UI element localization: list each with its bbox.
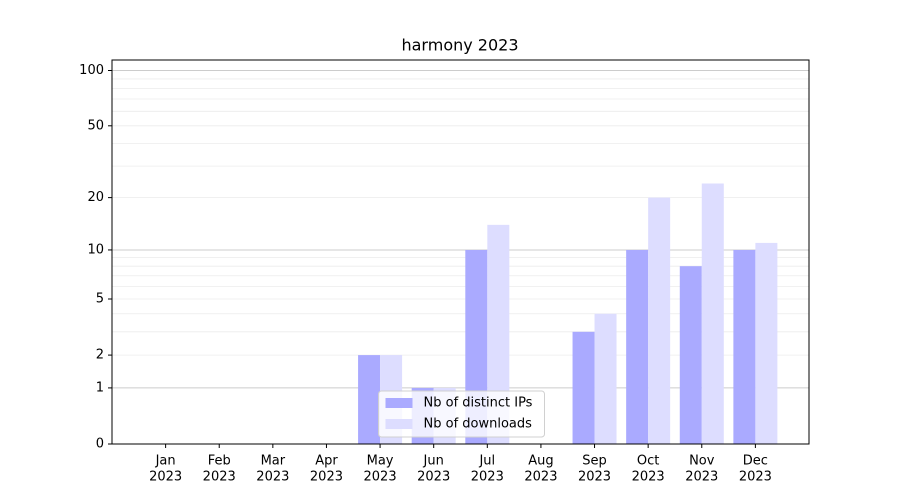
grid xyxy=(112,70,809,389)
x-tick-label: 2023 xyxy=(524,470,557,485)
x-tick-label: 2023 xyxy=(632,470,665,485)
x-tick-label: Sep xyxy=(582,454,607,469)
y-tick-label: 100 xyxy=(79,63,104,78)
x-tick-label: Apr xyxy=(315,454,338,469)
x-tick-label: Mar xyxy=(261,454,286,469)
x-tick-label: Jun xyxy=(423,454,444,469)
legend: Nb of distinct IPs Nb of downloads xyxy=(378,390,545,438)
bars xyxy=(358,183,778,444)
legend-swatch xyxy=(385,419,413,429)
y-tick-label: 2 xyxy=(96,348,104,363)
y-tick-label: 10 xyxy=(87,242,104,257)
x-tick-label: Nov xyxy=(689,454,715,469)
bar xyxy=(358,355,381,444)
bar xyxy=(626,249,649,444)
y-tick-label: 1 xyxy=(96,380,104,395)
x-tick-label: Aug xyxy=(528,454,553,469)
y-tick-label: 5 xyxy=(96,291,104,306)
x-tick-label: May xyxy=(367,454,394,469)
legend-swatch xyxy=(385,398,413,408)
bar xyxy=(572,331,595,444)
x-tick-label: 2023 xyxy=(203,470,236,485)
bar xyxy=(679,266,702,444)
x-tick-label: 2023 xyxy=(417,470,450,485)
x-tick-label: 2023 xyxy=(256,470,289,485)
x-tick-label: Jan xyxy=(155,454,176,469)
y-tick-label: 50 xyxy=(87,118,104,133)
x-tick-label: 2023 xyxy=(149,470,182,485)
legend-label: Nb of distinct IPs xyxy=(424,396,533,411)
legend-box xyxy=(378,390,545,438)
y-tick-label: 20 xyxy=(87,190,104,205)
bar xyxy=(487,224,510,444)
labels: 0125102050100Jan2023Feb2023Mar2023Apr202… xyxy=(79,63,772,484)
x-tick-label: 2023 xyxy=(310,470,343,485)
x-tick-label: Oct xyxy=(637,454,659,469)
x-tick-label: Jul xyxy=(478,454,495,469)
legend-label: Nb of downloads xyxy=(424,417,533,432)
x-tick-label: 2023 xyxy=(685,470,718,485)
bar xyxy=(648,197,671,444)
chart-title: harmony 2023 xyxy=(401,36,518,55)
plot-frame xyxy=(111,59,810,445)
x-tick-label: 2023 xyxy=(578,470,611,485)
bar xyxy=(755,242,778,444)
x-tick-label: 2023 xyxy=(364,470,397,485)
bar xyxy=(594,313,617,444)
x-tick-label: Feb xyxy=(208,454,231,469)
bar xyxy=(733,249,756,444)
x-tick-label: Dec xyxy=(743,454,768,469)
y-tick-label: 0 xyxy=(96,437,104,452)
x-tick-label: 2023 xyxy=(739,470,772,485)
x-tick-label: 2023 xyxy=(471,470,504,485)
bar xyxy=(701,183,724,444)
